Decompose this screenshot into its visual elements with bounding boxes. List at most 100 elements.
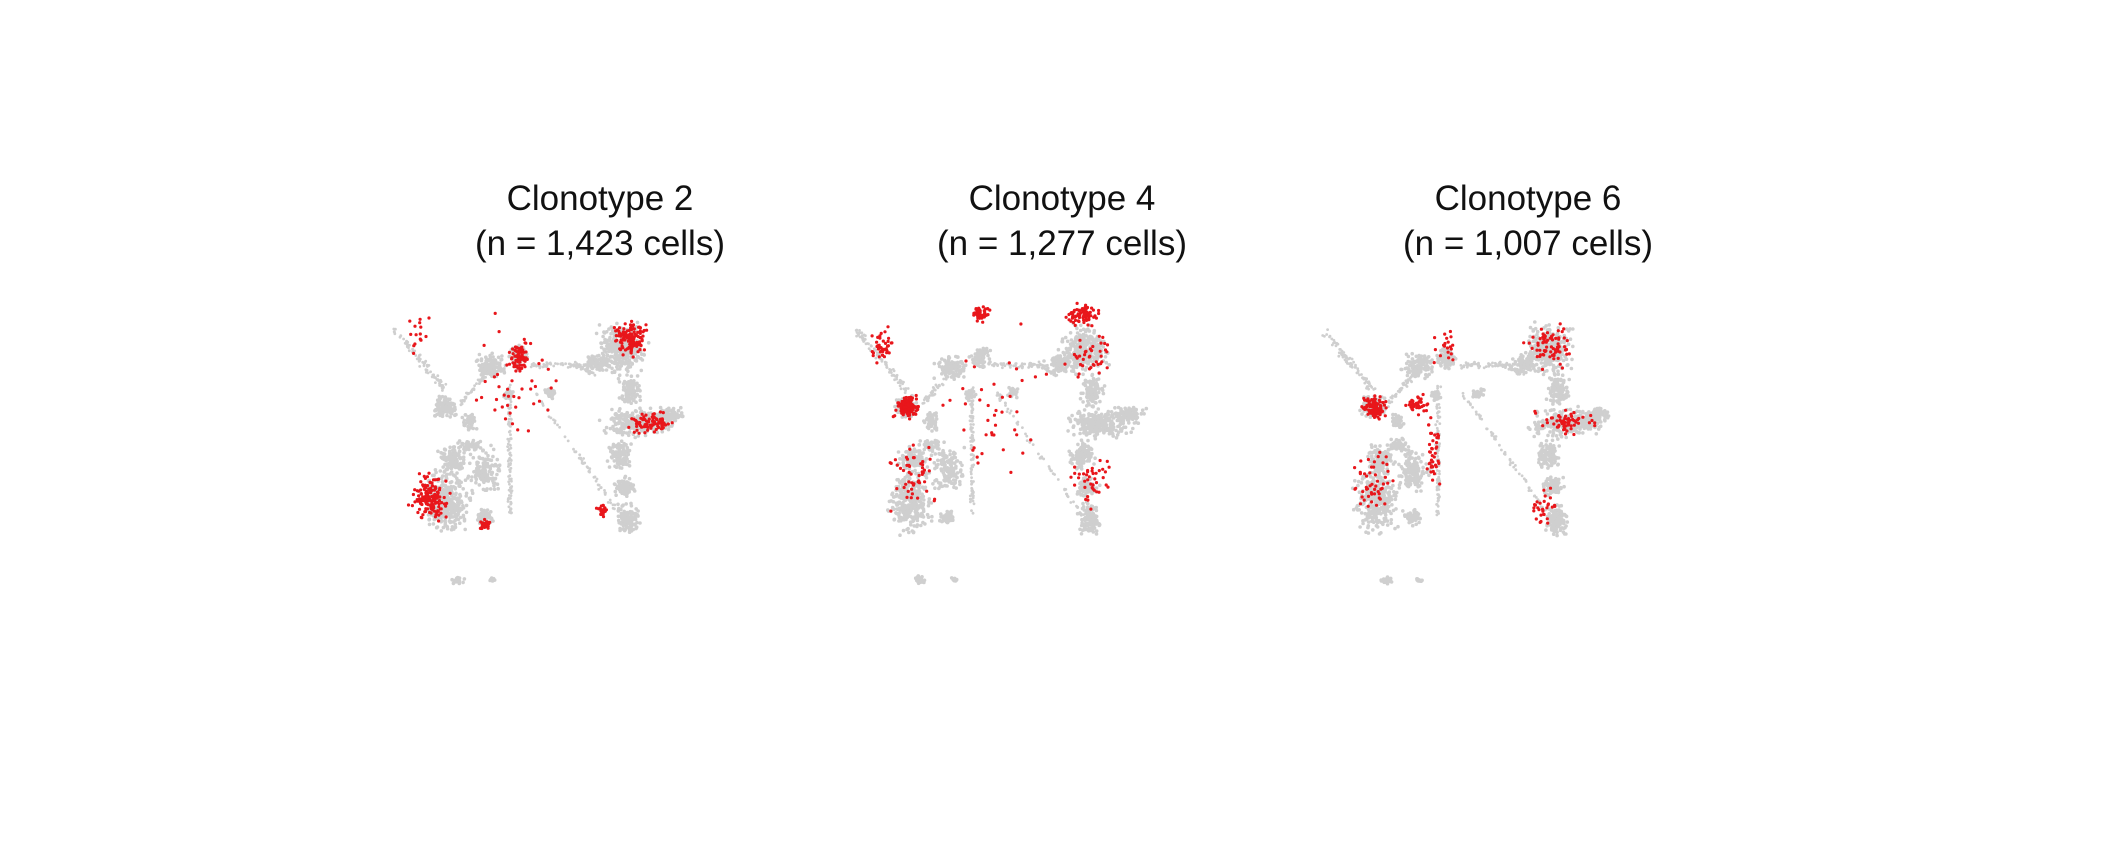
cell-point bbox=[599, 486, 603, 489]
highlighted-cell-point bbox=[421, 497, 425, 501]
cell-point bbox=[446, 409, 451, 414]
cell-point bbox=[610, 416, 615, 420]
cell-point bbox=[497, 368, 501, 372]
cell-point bbox=[603, 489, 606, 492]
cell-point bbox=[622, 512, 627, 516]
cell-point bbox=[443, 448, 447, 452]
highlighted-cell-point bbox=[514, 405, 518, 409]
highlighted-cell-point bbox=[632, 430, 636, 434]
cell-point bbox=[904, 517, 908, 522]
cell-point bbox=[629, 387, 633, 391]
cell-point bbox=[593, 373, 597, 377]
cell-point bbox=[1103, 355, 1108, 359]
highlighted-cell-point bbox=[444, 479, 448, 483]
cell-point bbox=[447, 454, 451, 458]
cell-point bbox=[595, 477, 599, 481]
highlighted-cell-point bbox=[424, 494, 428, 498]
cell-point bbox=[508, 406, 512, 410]
cell-point bbox=[475, 465, 480, 470]
cell-point bbox=[943, 359, 947, 363]
cell-point bbox=[444, 397, 448, 402]
cell-point bbox=[925, 416, 929, 421]
cell-point bbox=[491, 355, 495, 359]
cell-point bbox=[605, 358, 609, 363]
cell-point bbox=[408, 343, 411, 347]
cell-point bbox=[506, 442, 510, 446]
cell-point bbox=[594, 331, 599, 336]
cell-point bbox=[913, 468, 917, 473]
cell-point bbox=[546, 391, 550, 396]
cell-point bbox=[463, 445, 467, 450]
cell-point bbox=[508, 482, 511, 486]
cell-point bbox=[417, 359, 421, 363]
cell-point bbox=[506, 500, 510, 503]
cell-point bbox=[508, 453, 512, 457]
cell-point bbox=[668, 413, 672, 418]
cell-point bbox=[463, 395, 467, 399]
highlighted-cell-point bbox=[540, 358, 544, 362]
cell-point bbox=[452, 445, 456, 450]
cell-point bbox=[440, 514, 445, 519]
cell-point bbox=[578, 453, 582, 457]
cell-point bbox=[1067, 360, 1072, 364]
highlighted-cell-point bbox=[645, 328, 649, 332]
cell-point bbox=[417, 357, 421, 361]
cell-point bbox=[546, 362, 550, 365]
cell-point bbox=[1083, 329, 1088, 334]
cell-point bbox=[1091, 423, 1095, 427]
cell-point bbox=[605, 354, 610, 358]
cell-point bbox=[966, 398, 971, 402]
cell-point bbox=[1063, 335, 1068, 340]
cell-point bbox=[458, 521, 462, 525]
cell-point bbox=[893, 404, 897, 409]
cell-point bbox=[414, 354, 418, 357]
cell-point bbox=[475, 382, 478, 385]
highlighted-cell-point bbox=[518, 369, 522, 373]
cell-point bbox=[506, 445, 509, 448]
cell-point bbox=[917, 484, 921, 489]
cell-point bbox=[1092, 430, 1096, 434]
cell-point bbox=[1106, 409, 1111, 414]
cell-point bbox=[509, 437, 513, 441]
cell-point bbox=[906, 484, 911, 488]
cell-point bbox=[1068, 348, 1072, 352]
cell-point bbox=[456, 452, 461, 457]
background-cells bbox=[392, 320, 685, 586]
cell-point bbox=[1107, 417, 1111, 421]
cell-point bbox=[1068, 331, 1073, 335]
highlighted-cell-point bbox=[445, 501, 449, 505]
cell-point bbox=[1084, 365, 1089, 370]
highlighted-cell-point bbox=[406, 503, 411, 507]
cell-point bbox=[1070, 369, 1074, 373]
cell-point bbox=[494, 464, 499, 468]
cell-point bbox=[496, 355, 501, 360]
cell-point bbox=[616, 342, 620, 346]
highlighted-cell-point bbox=[529, 341, 533, 346]
cell-point bbox=[392, 330, 396, 334]
cell-point bbox=[599, 356, 604, 361]
highlighted-cell-point bbox=[419, 492, 423, 496]
highlighted-cell-point bbox=[614, 334, 618, 338]
highlighted-cell-point bbox=[615, 338, 619, 342]
highlighted-cell-point bbox=[520, 387, 524, 391]
highlighted-cell-point bbox=[517, 396, 521, 400]
cell-point bbox=[981, 346, 986, 351]
cell-point bbox=[463, 413, 468, 417]
cell-point bbox=[930, 514, 934, 519]
cell-point bbox=[455, 578, 460, 582]
highlighted-cell-point bbox=[549, 386, 553, 390]
cell-point bbox=[947, 356, 952, 360]
cell-point bbox=[925, 512, 930, 517]
cell-point bbox=[1113, 406, 1117, 410]
cell-point bbox=[462, 418, 467, 423]
highlighted-cell-point bbox=[533, 384, 537, 389]
cell-point bbox=[621, 422, 625, 427]
highlighted-cell-point bbox=[651, 423, 655, 427]
cell-point bbox=[903, 415, 908, 419]
cell-point bbox=[620, 504, 624, 508]
cell-point bbox=[622, 430, 626, 435]
cell-point bbox=[1082, 426, 1086, 430]
highlighted-cell-point bbox=[420, 516, 424, 520]
cell-point bbox=[477, 352, 482, 357]
cell-point bbox=[492, 368, 497, 373]
